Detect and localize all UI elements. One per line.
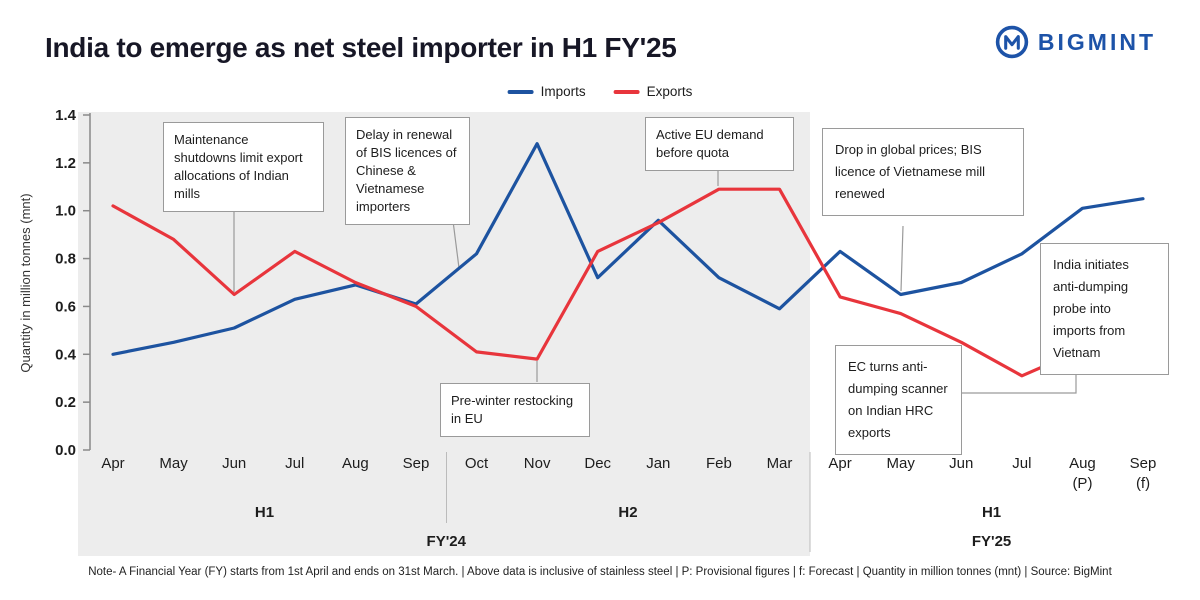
bigmint-logo-icon xyxy=(995,25,1029,59)
svg-text:Apr: Apr xyxy=(828,455,851,472)
svg-text:H1: H1 xyxy=(255,504,274,521)
svg-text:Apr: Apr xyxy=(101,455,124,472)
chart-legend: Imports Exports xyxy=(507,84,693,99)
annotation-pre-winter-restocking: Pre-winter restocking in EU xyxy=(440,383,590,437)
svg-text:FY'25: FY'25 xyxy=(972,533,1011,550)
svg-text:Jun: Jun xyxy=(949,455,973,472)
legend-item-imports: Imports xyxy=(507,84,586,99)
svg-text:FY'24: FY'24 xyxy=(427,533,467,550)
svg-text:H2: H2 xyxy=(618,504,637,521)
svg-text:(P): (P) xyxy=(1072,475,1092,492)
svg-text:(f): (f) xyxy=(1136,475,1150,492)
exports-line-swatch xyxy=(613,89,640,94)
imports-line-swatch xyxy=(507,89,534,94)
legend-label-imports: Imports xyxy=(540,84,586,99)
svg-text:1.2: 1.2 xyxy=(55,155,76,172)
annotation-maintenance-shutdowns: Maintenance shutdowns limit export alloc… xyxy=(163,122,324,212)
svg-text:1.0: 1.0 xyxy=(55,203,76,220)
annotation-global-prices-drop: Drop in global prices; BIS licence of Vi… xyxy=(822,128,1024,217)
svg-text:Jul: Jul xyxy=(1012,455,1031,472)
svg-text:Mar: Mar xyxy=(767,455,793,472)
svg-text:Sep: Sep xyxy=(403,455,430,472)
svg-text:0.8: 0.8 xyxy=(55,251,76,268)
svg-text:May: May xyxy=(159,455,188,472)
bigmint-logo: BIGMINT xyxy=(994,24,1156,60)
svg-text:Oct: Oct xyxy=(465,455,489,472)
legend-item-exports: Exports xyxy=(613,84,693,99)
svg-text:Jan: Jan xyxy=(646,455,670,472)
svg-text:Aug: Aug xyxy=(342,455,369,472)
svg-text:0.2: 0.2 xyxy=(55,394,76,411)
svg-text:Aug: Aug xyxy=(1069,455,1096,472)
svg-text:Nov: Nov xyxy=(524,455,551,472)
svg-text:0.4: 0.4 xyxy=(55,346,77,363)
svg-text:1.4: 1.4 xyxy=(55,107,77,124)
svg-text:Jun: Jun xyxy=(222,455,246,472)
footnote: Note- A Financial Year (FY) starts from … xyxy=(88,566,1112,578)
annotation-bis-licence-delay: Delay in renewal of BIS licences of Chin… xyxy=(345,117,470,225)
svg-text:H1: H1 xyxy=(982,504,1001,521)
legend-label-exports: Exports xyxy=(646,84,693,99)
annotation-anti-dumping-probe: India initiates anti-dumping probe into … xyxy=(1040,243,1169,376)
page-title: India to emerge as net steel importer in… xyxy=(45,32,677,63)
svg-text:Quantity in million tonnes (mn: Quantity in million tonnes (mnt) xyxy=(18,193,33,372)
bigmint-logo-text: BIGMINT xyxy=(1037,28,1156,55)
svg-text:May: May xyxy=(886,455,915,472)
svg-text:Sep: Sep xyxy=(1130,455,1157,472)
svg-text:Feb: Feb xyxy=(706,455,732,472)
annotation-eu-demand-quota: Active EU demand before quota xyxy=(645,117,794,171)
svg-text:0.0: 0.0 xyxy=(55,442,76,459)
svg-text:Jul: Jul xyxy=(285,455,304,472)
annotation-ec-anti-dumping: EC turns anti-dumping scanner on Indian … xyxy=(835,345,962,456)
svg-text:0.6: 0.6 xyxy=(55,298,76,315)
svg-text:Dec: Dec xyxy=(584,455,611,472)
